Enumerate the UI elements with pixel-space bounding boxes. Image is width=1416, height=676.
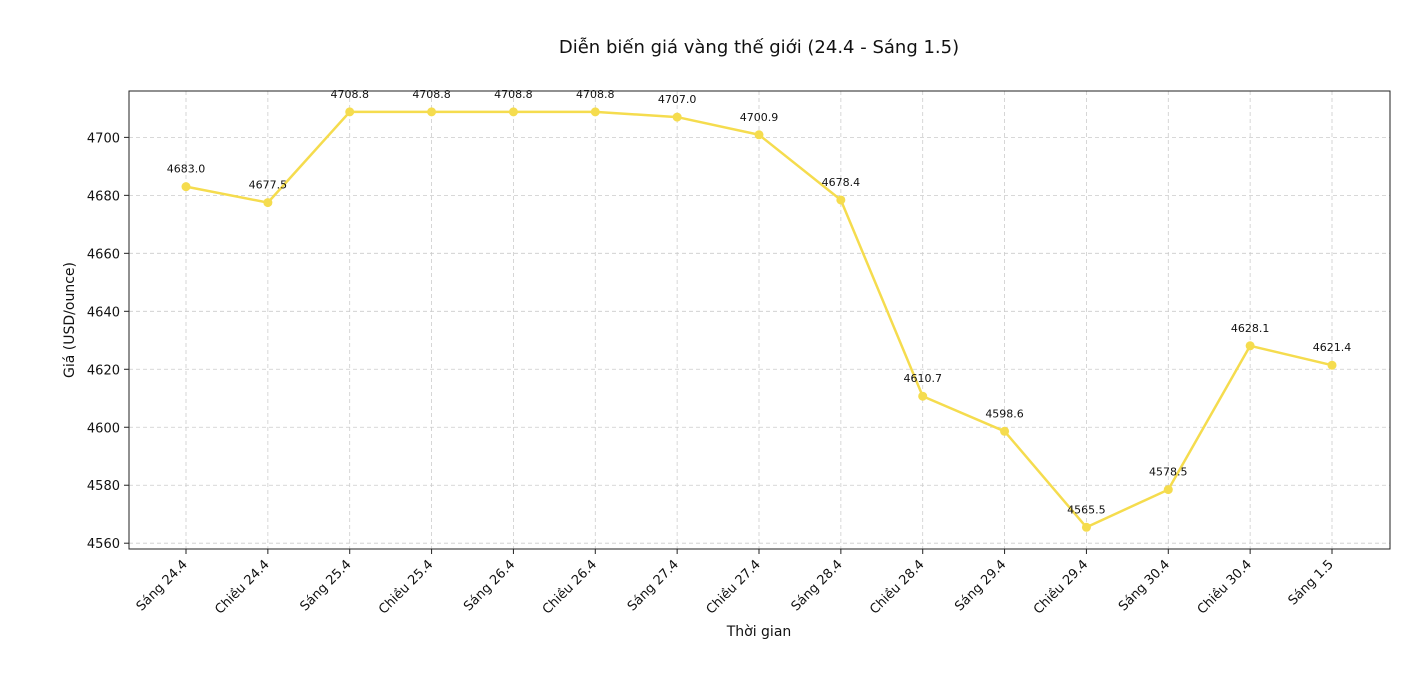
data-label: 4578.5 bbox=[1149, 466, 1188, 479]
data-label: 4683.0 bbox=[167, 163, 206, 176]
data-point bbox=[1081, 522, 1091, 532]
data-label: 4677.5 bbox=[249, 179, 288, 192]
data-point bbox=[918, 391, 928, 401]
data-point bbox=[508, 107, 518, 117]
data-point bbox=[1327, 360, 1337, 370]
y-tick-label: 4700 bbox=[87, 131, 120, 146]
y-tick-label: 4680 bbox=[87, 189, 120, 204]
data-label: 4621.4 bbox=[1313, 341, 1352, 354]
y-tick-label: 4620 bbox=[87, 363, 120, 378]
data-label: 4598.6 bbox=[985, 407, 1024, 420]
y-axis-label: Giá (USD/ounce) bbox=[62, 262, 78, 378]
x-tick-label: Sáng 1.5 bbox=[1286, 557, 1337, 608]
data-label: 4708.8 bbox=[330, 88, 369, 101]
y-tick-label: 4560 bbox=[87, 537, 120, 552]
data-point bbox=[427, 107, 437, 117]
x-axis-ticks: Sáng 24.4 Chiều 24.4 Sáng 25.4 Chiều 25.4 Sá… bbox=[134, 549, 1337, 618]
data-label: 4565.5 bbox=[1067, 503, 1106, 516]
x-tick-label: Sáng 30.4 bbox=[1116, 557, 1173, 614]
x-tick-label: Chiều 25.4 bbox=[376, 557, 436, 617]
x-tick-label: Chiều 30.4 bbox=[1195, 557, 1255, 617]
data-point bbox=[672, 112, 682, 122]
chart-title: Diễn biến giá vàng thế giới (24.4 - Sáng… bbox=[559, 37, 959, 58]
x-tick-label: Sáng 27.4 bbox=[625, 557, 682, 614]
y-tick-label: 4600 bbox=[87, 421, 120, 436]
x-tick-label: Sáng 25.4 bbox=[297, 557, 354, 614]
y-tick-label: 4580 bbox=[87, 479, 120, 494]
data-point bbox=[1000, 426, 1010, 436]
x-tick-label: Chiều 24.4 bbox=[212, 557, 272, 617]
x-tick-label: Chiều 29.4 bbox=[1031, 557, 1091, 617]
data-point bbox=[1163, 485, 1173, 495]
data-point bbox=[263, 198, 273, 208]
x-tick-label: Sáng 28.4 bbox=[789, 557, 846, 614]
data-label: 4610.7 bbox=[903, 372, 942, 385]
data-label: 4707.0 bbox=[658, 93, 697, 106]
x-axis-label: Thời gian bbox=[726, 624, 792, 640]
data-label: 4628.1 bbox=[1231, 322, 1270, 335]
data-label: 4678.4 bbox=[822, 176, 861, 189]
grid bbox=[129, 91, 1390, 549]
y-axis-ticks: 4560 4580 4600 4620 4640 4660 4680 4700 bbox=[87, 131, 129, 552]
x-tick-label: Chiều 27.4 bbox=[704, 557, 764, 617]
plot-frame bbox=[128, 90, 1391, 550]
x-tick-label: Sáng 29.4 bbox=[952, 557, 1009, 614]
data-label: 4708.8 bbox=[576, 88, 615, 101]
data-label: 4708.8 bbox=[494, 88, 533, 101]
x-tick-label: Sáng 26.4 bbox=[461, 557, 518, 614]
x-tick-label: Sáng 24.4 bbox=[134, 557, 191, 614]
data-point bbox=[836, 195, 846, 205]
data-point bbox=[345, 107, 355, 117]
data-label: 4700.9 bbox=[740, 111, 779, 124]
data-point bbox=[590, 107, 600, 117]
data-point bbox=[754, 130, 764, 140]
data-point bbox=[181, 182, 191, 192]
x-tick-label: Chiều 26.4 bbox=[540, 557, 600, 617]
data-points bbox=[181, 107, 1337, 532]
x-tick-label: Chiều 28.4 bbox=[867, 557, 927, 617]
y-tick-label: 4640 bbox=[87, 305, 120, 320]
y-tick-label: 4660 bbox=[87, 247, 120, 262]
data-point bbox=[1245, 341, 1255, 351]
data-label: 4708.8 bbox=[412, 88, 451, 101]
